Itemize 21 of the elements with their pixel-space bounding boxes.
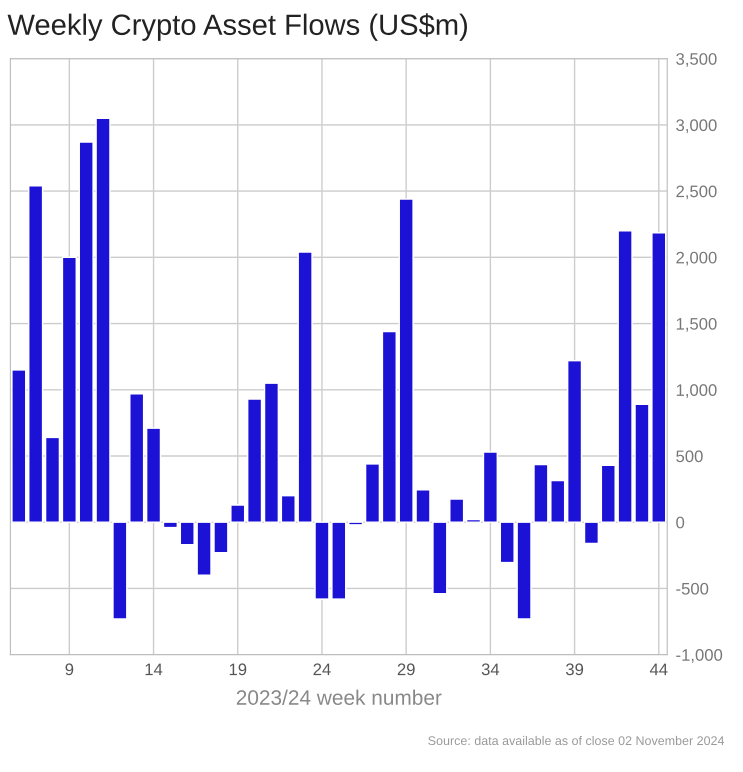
chart-title: Weekly Crypto Asset Flows (US$m) [8,13,468,41]
y-tick-label: -500 [676,582,708,595]
y-tick-label: 0 [676,516,684,528]
y-tick-label: 1,000 [676,384,717,398]
x-tick-label: 34 [482,663,500,676]
x-tick-label: 29 [398,663,415,676]
x-tick-label: 44 [650,664,668,676]
source-note: Source: data available as of close 02 November 2024 [428,736,724,746]
y-tick-label: 3,500 [676,53,717,67]
x-tick-label: 24 [314,663,331,676]
y-tick-label: 2,000 [676,252,717,266]
y-tick-label: 500 [676,450,703,462]
x-axis-title: 2023/24 week number [236,690,442,705]
x-tick-label: 9 [65,663,74,676]
y-tick-label: 3,000 [676,119,717,134]
x-tick-label: 14 [146,664,162,676]
y-tick-label: -1,000 [676,649,722,663]
y-tick-label: 2,500 [676,186,717,200]
x-tick-label: 19 [230,663,246,676]
y-tick-label: 1,500 [676,318,717,332]
x-tick-label: 39 [566,663,584,676]
